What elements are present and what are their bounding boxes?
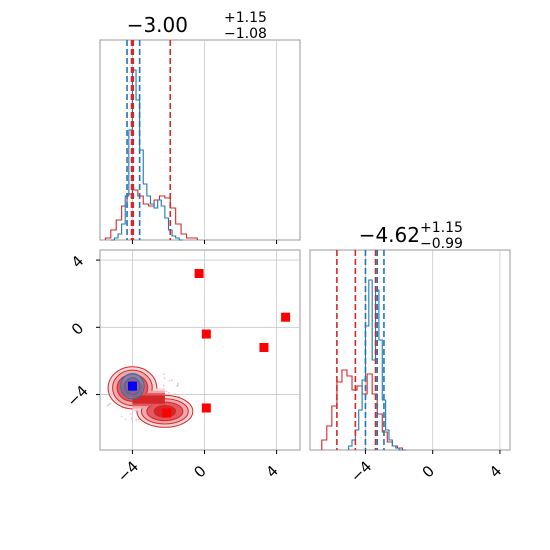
joint-panel: −4 0 4 4 0 −4 xyxy=(63,249,301,486)
scatter-sample xyxy=(171,379,173,382)
marginal-x-title-sup: +1.15 xyxy=(224,10,267,26)
scatter-sample xyxy=(131,418,133,421)
scatter-sample xyxy=(135,418,138,421)
scatter-sample xyxy=(165,390,168,393)
red-square-marker xyxy=(201,329,211,339)
x-tick-label: 0 xyxy=(419,462,438,481)
marginal-y-title-sub: −0.99 xyxy=(420,236,463,252)
scatter-sample xyxy=(106,404,109,407)
red-square-marker xyxy=(259,342,269,352)
y-tick-label: −4 xyxy=(63,382,91,410)
marginal-y-tick-labels: −4 0 4 xyxy=(347,450,505,486)
red-histogram-step xyxy=(104,189,198,240)
scatter-sample xyxy=(108,403,111,406)
scatter-sample xyxy=(163,377,166,380)
scatter-sample xyxy=(168,391,170,394)
x-tick-label: 0 xyxy=(190,462,209,481)
y-tick-label: 4 xyxy=(68,252,87,271)
red-square-marker xyxy=(201,403,211,413)
blue-square-marker xyxy=(127,381,137,391)
scatter-sample xyxy=(109,402,112,405)
joint-grid xyxy=(100,250,300,450)
scatter-sample xyxy=(137,418,140,421)
scatter-sample xyxy=(124,418,127,421)
marginal-y-panel: −4 0 4 −4.62 +1.15 −0.99 xyxy=(309,220,511,486)
marginal-x-title-sub: −1.08 xyxy=(224,26,267,42)
x-tick-label: 4 xyxy=(486,462,505,481)
scatter-sample xyxy=(173,393,176,395)
marginal-y-frame xyxy=(309,249,511,451)
red-contour-bridge xyxy=(132,395,165,404)
scatter-sample xyxy=(130,416,133,419)
scatter-sample xyxy=(129,413,132,416)
x-tick-label: −4 xyxy=(114,457,142,485)
x-tick-label: 4 xyxy=(262,462,281,481)
marginal-x-quantiles xyxy=(126,40,278,244)
marginal-x-red-histogram xyxy=(104,189,198,240)
red-square-marker xyxy=(162,408,172,418)
marginal-x-frame xyxy=(99,39,301,241)
joint-frame xyxy=(99,249,301,451)
marginal-x-title-main: −3.00 xyxy=(127,13,188,37)
blue-contour-ellipse xyxy=(124,377,141,396)
marginal-y-quantiles xyxy=(336,250,385,450)
scatter-sample xyxy=(176,382,179,385)
marginal-x-panel: −3.00 +1.15 −1.08 xyxy=(99,10,301,244)
scatter-sample xyxy=(162,373,165,376)
x-tick-label: −4 xyxy=(347,457,375,485)
red-square-marker xyxy=(281,312,291,322)
scatter-sample xyxy=(168,379,171,382)
marginal-y-title-main: −4.62 xyxy=(359,223,420,247)
y-tick-label: 0 xyxy=(68,319,87,338)
red-square-marker xyxy=(194,269,204,279)
scatter-sample xyxy=(162,384,165,387)
marginal-y-title-sup: +1.15 xyxy=(420,220,463,236)
joint-markers xyxy=(127,269,291,418)
scatter-sample xyxy=(176,385,179,387)
scatter-sample xyxy=(120,415,123,418)
